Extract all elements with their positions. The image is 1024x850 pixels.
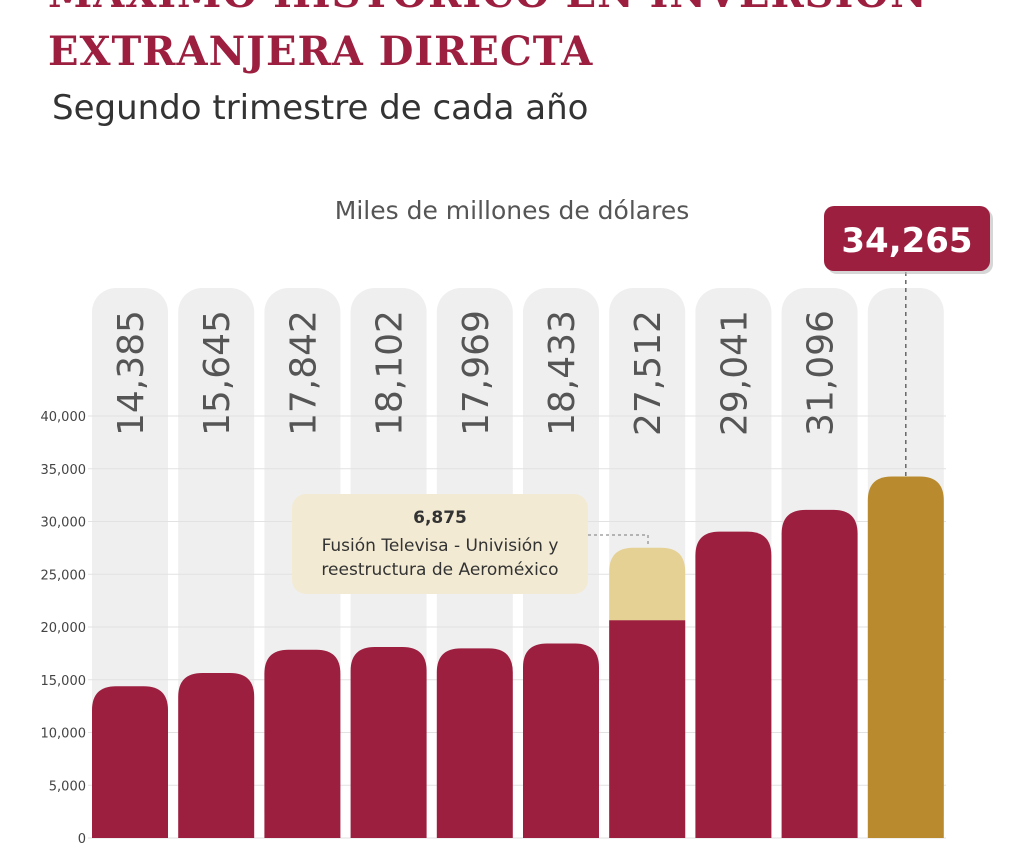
bar-1 <box>178 672 255 838</box>
y-tick-label: 40,000 <box>41 410 87 425</box>
y-tick-label: 25,000 <box>41 568 87 583</box>
annotation-value: 6,875 <box>413 508 467 528</box>
highlight-value-label: 34,265 <box>841 221 972 261</box>
bar-value-label: 27,512 <box>628 310 669 436</box>
y-tick-label: 15,000 <box>41 674 87 689</box>
y-tick-label: 5,000 <box>49 779 86 794</box>
annotation-box <box>292 494 588 594</box>
y-tick-label: 20,000 <box>41 621 87 636</box>
bar-value-label: 18,102 <box>370 310 411 436</box>
y-axis-unit-label: Miles de millones de dólares <box>334 196 690 225</box>
bar-value-label: 15,645 <box>197 310 238 436</box>
bar-6 <box>609 620 686 838</box>
highlight-callout <box>824 206 990 271</box>
annotation-leader-line <box>588 534 649 546</box>
bar-3 <box>350 647 427 838</box>
bar-highlight <box>867 476 944 838</box>
title-line-1: MÁXIMO HISTÓRICO EN INVERSIÓN <box>48 0 928 17</box>
bar-2 <box>264 649 341 838</box>
subtitle: Segundo trimestre de cada año <box>52 88 589 128</box>
bar-value-label: 14,385 <box>111 310 152 436</box>
y-tick-label: 35,000 <box>41 463 87 478</box>
bar-8 <box>781 509 858 838</box>
annotation-note-line-1: Fusión Televisa - Univisión y <box>322 536 559 556</box>
annotation-note-line-2: reestructura de Aeroméxico <box>321 560 558 580</box>
bar-value-label: 17,969 <box>456 310 497 436</box>
bar-value-label: 31,096 <box>801 310 842 436</box>
bar-value-label: 17,842 <box>283 310 324 436</box>
y-tick-label: 10,000 <box>41 727 87 742</box>
bar-value-label: 29,041 <box>714 310 755 436</box>
bar-5 <box>523 643 599 838</box>
y-tick-label: 30,000 <box>41 516 87 531</box>
title-line-2: EXTRANJERA DIRECTA <box>48 28 594 75</box>
bar-value-label: 18,433 <box>542 310 583 436</box>
bar-0 <box>92 686 168 838</box>
bar-4 <box>436 648 513 838</box>
y-tick-label: 0 <box>78 832 86 847</box>
bar-7 <box>695 531 772 838</box>
